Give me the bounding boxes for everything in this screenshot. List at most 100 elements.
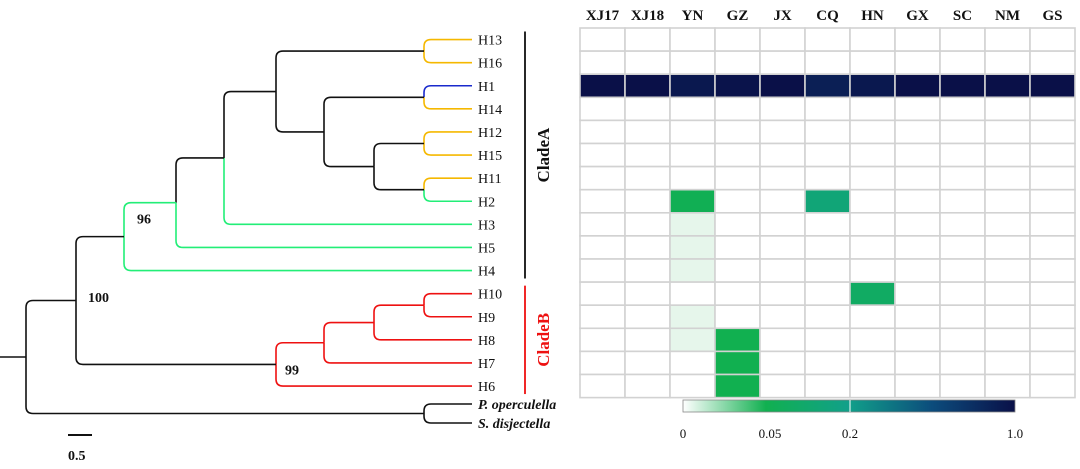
- heatmap-cell: [804, 27, 851, 52]
- heatmap-cell: [669, 304, 716, 330]
- heatmap-cell: [894, 258, 941, 283]
- heatmap-cell: [804, 142, 851, 168]
- tip-label: H13: [478, 34, 502, 49]
- heatmap-cell: [759, 235, 806, 260]
- heatmap-cell: [759, 73, 806, 99]
- heatmap-cell: [1029, 142, 1076, 168]
- heatmap-cell: [714, 212, 761, 237]
- heatmap-cell: [939, 27, 986, 52]
- heatmap-cell: [1029, 27, 1076, 52]
- tip-label: H5: [478, 241, 495, 256]
- heatmap-cell: [714, 188, 761, 214]
- heatmap-cell: [939, 73, 986, 99]
- heatmap-cell: [624, 327, 671, 353]
- heatmap-cell: [939, 281, 986, 307]
- heatmap-cell: [624, 304, 671, 330]
- heatmap-cell: [624, 142, 671, 168]
- tree-branch: [275, 341, 284, 365]
- tip-label: H8: [478, 334, 495, 349]
- tree-branch: [423, 143, 432, 156]
- heatmap-cell: [624, 235, 671, 260]
- tree-branch: [323, 342, 332, 364]
- heatmap-cell: [714, 96, 761, 122]
- heatmap-cell: [579, 281, 626, 307]
- heatmap-cell: [984, 235, 1031, 260]
- tree-branch: [423, 413, 432, 424]
- heatmap-cell: [579, 119, 626, 145]
- heatmap-cell: [849, 50, 896, 75]
- tree-branch: [275, 50, 284, 92]
- heatmap-cell: [624, 119, 671, 145]
- heatmap-cell: [984, 27, 1031, 52]
- column-header: GZ: [727, 8, 749, 24]
- tree-branch: [25, 357, 34, 415]
- heatmap-cell: [894, 142, 941, 168]
- heatmap-cell: [759, 96, 806, 122]
- heatmap-cell: [669, 96, 716, 122]
- heatmap-cell: [759, 188, 806, 214]
- heatmap-cell: [804, 212, 851, 237]
- heatmap-cell: [1029, 327, 1076, 353]
- heatmap-cell: [579, 165, 626, 191]
- heatmap-cell: [579, 27, 626, 52]
- tree-branch: [423, 38, 432, 52]
- heatmap-cell: [804, 258, 851, 283]
- heatmap-cell: [984, 373, 1031, 399]
- tip-label: H14: [478, 103, 502, 118]
- tip-label: H12: [478, 126, 502, 141]
- heatmap-cell: [804, 304, 851, 330]
- bootstrap-label: 99: [285, 363, 299, 378]
- heatmap-cell: [894, 27, 941, 52]
- heatmap-cell: [894, 281, 941, 307]
- column-header: GS: [1042, 8, 1062, 24]
- tree-branch: [223, 90, 232, 158]
- heatmap-cell: [984, 304, 1031, 330]
- heatmap-cell: [804, 119, 851, 145]
- heatmap-cell: [759, 258, 806, 283]
- heatmap-cell: [669, 27, 716, 52]
- tree-branch: [323, 96, 332, 132]
- heatmap-cell: [939, 165, 986, 191]
- tip-label: H15: [478, 149, 502, 164]
- heatmap-cell: [849, 165, 896, 191]
- heatmap-cell: [759, 50, 806, 75]
- heatmap-cell: [1029, 235, 1076, 260]
- tree-branch: [123, 236, 132, 272]
- tip-label: H10: [478, 288, 502, 303]
- heatmap-cell: [624, 258, 671, 283]
- heatmap-cell: [759, 304, 806, 330]
- heatmap-cell: [714, 142, 761, 168]
- heatmap-cell: [894, 304, 941, 330]
- tree-branch: [423, 97, 432, 110]
- tip-label: H6: [478, 380, 495, 395]
- heatmap-cell: [939, 50, 986, 75]
- heatmap-cell: [849, 281, 896, 307]
- heatmap-cell: [939, 350, 986, 376]
- heatmap-cell: [669, 235, 716, 260]
- tree-branch: [275, 364, 284, 387]
- heatmap-cell: [579, 350, 626, 376]
- heatmap-cell: [939, 304, 986, 330]
- heatmap-cell: [1029, 281, 1076, 307]
- colorbar-tick-label: 0.05: [759, 426, 782, 441]
- heatmap-cell: [624, 96, 671, 122]
- tip-label: H16: [478, 57, 502, 72]
- tree-branch: [323, 321, 332, 343]
- colorbar-tick-label: 1.0: [1007, 426, 1023, 441]
- tree-branch: [423, 292, 432, 306]
- heatmap-cell: [579, 73, 626, 99]
- heatmap-cell: [804, 235, 851, 260]
- heatmap-cell: [714, 165, 761, 191]
- scale-bar-label: 0.5: [68, 449, 86, 464]
- heatmap-cell: [669, 212, 716, 237]
- heatmap-cell: [1029, 73, 1076, 99]
- heatmap-cell: [849, 73, 896, 99]
- heatmap-cell: [804, 188, 851, 214]
- heatmap-cell: [939, 258, 986, 283]
- heatmap-cell: [759, 142, 806, 168]
- heatmap-cell: [759, 327, 806, 353]
- heatmap-cell: [939, 142, 986, 168]
- heatmap-cell: [849, 350, 896, 376]
- heatmap-cell: [579, 327, 626, 353]
